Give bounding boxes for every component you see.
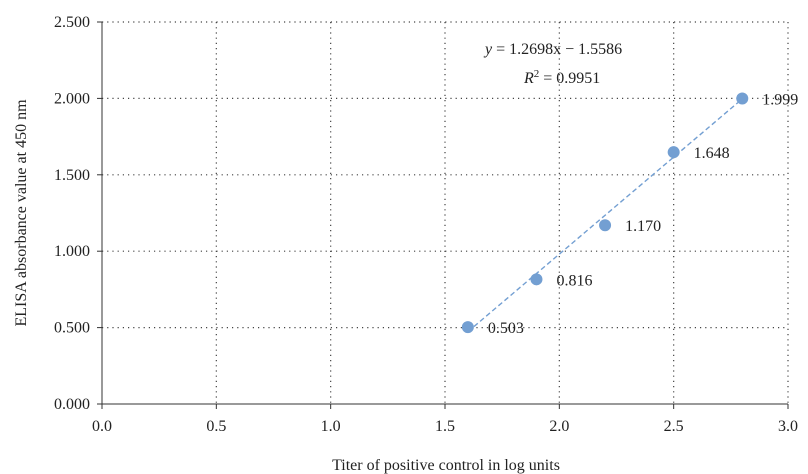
y-tick-label: 2.500	[54, 14, 90, 31]
x-tick-label: 2.5	[664, 418, 684, 435]
x-tick-label: 1.5	[435, 418, 455, 435]
trendline-equation: y = 1.2698x − 1.5586	[483, 41, 622, 58]
r-squared: R2 = 0.9951	[523, 68, 600, 87]
y-tick-label: 0.000	[54, 396, 90, 413]
trendline-path	[467, 98, 743, 333]
data-point	[667, 146, 680, 159]
r-squared-value: = 0.9951	[539, 70, 600, 87]
trendline	[467, 98, 743, 333]
data-points	[461, 92, 749, 334]
y-tick-label: 2.000	[54, 90, 90, 107]
x-tick-label: 0.5	[206, 418, 226, 435]
equation-y: y	[483, 41, 493, 58]
tick-labels: 0.0 0.5 1.0 1.5 2.0 2.5 3.0 0.000 0.500 1.000 1.50…	[54, 14, 798, 435]
data-label: 0.503	[488, 320, 524, 337]
x-tick-label: 1.0	[321, 418, 341, 435]
y-axis-title: ELISA absorbance value at 450 nm	[13, 99, 30, 327]
y-tick-label: 1.500	[54, 167, 90, 184]
x-tick-label: 2.0	[549, 418, 569, 435]
y-tick-label: 1.000	[54, 243, 90, 260]
data-point	[599, 219, 612, 232]
data-point	[530, 273, 543, 286]
grid-lines	[102, 21, 789, 404]
data-label: 0.816	[556, 272, 592, 289]
data-label: 1.999	[762, 92, 798, 109]
data-label: 1.648	[694, 145, 730, 162]
r-squared-symbol: R	[523, 70, 534, 87]
y-tick-label: 0.500	[54, 320, 90, 337]
data-point	[461, 321, 474, 334]
data-point	[736, 92, 749, 105]
data-labels: 0.503 0.816 1.170 1.648 1.999	[488, 92, 798, 338]
equation-rhs: = 1.2698x − 1.5586	[492, 41, 622, 58]
x-tick-label: 0.0	[92, 418, 112, 435]
x-tick-label: 3.0	[778, 418, 798, 435]
x-axis-title: Titer of positive control in log units	[332, 457, 560, 474]
r-squared-exponent: 2	[534, 68, 540, 80]
data-label: 1.170	[625, 218, 661, 235]
